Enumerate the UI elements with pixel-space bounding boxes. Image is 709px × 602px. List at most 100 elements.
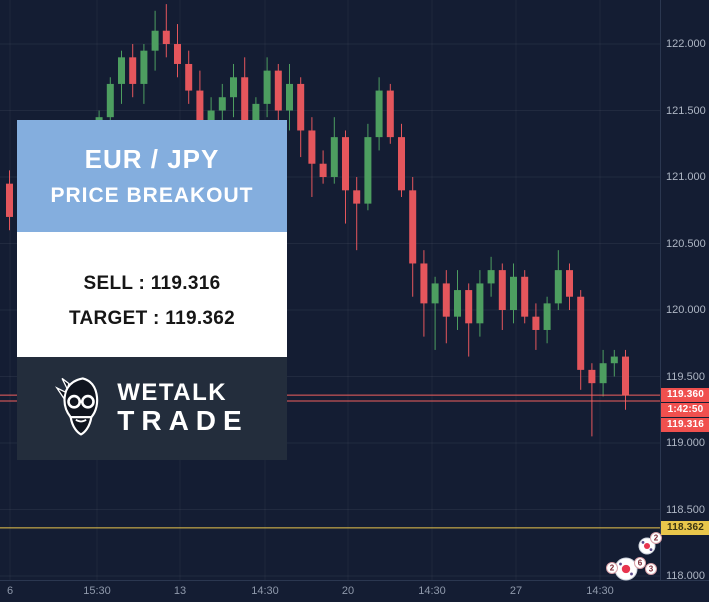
candle-body <box>454 290 461 317</box>
alert-price-tag: 1:42:50 <box>661 403 709 418</box>
candle-body <box>566 270 573 297</box>
candle-body <box>319 163 327 178</box>
candle-body <box>207 110 215 124</box>
candle-body <box>409 190 417 264</box>
price-axis-label: 118.000 <box>666 570 705 583</box>
marker-count-text[interactable]: 2 <box>654 534 659 543</box>
price-axis-label: 118.500 <box>666 503 705 516</box>
candle-body <box>599 363 607 384</box>
time-axis-label: 14:30 <box>586 585 614 597</box>
candle-body <box>297 83 305 131</box>
wetalktrade-logo-icon <box>55 375 107 442</box>
marker-bubble-speck[interactable] <box>641 541 645 544</box>
marker-count-badge[interactable] <box>645 563 657 575</box>
candle-body <box>140 50 148 84</box>
candle-body <box>196 90 204 124</box>
candle-body <box>577 296 585 370</box>
candle-body <box>498 270 506 311</box>
marker-bubble-speck[interactable] <box>619 562 622 566</box>
candle-body <box>532 316 540 330</box>
marker-count-badge[interactable] <box>606 562 618 574</box>
price-axis-label: 119.000 <box>666 437 705 450</box>
candle-body <box>588 369 596 384</box>
candle-body <box>353 190 361 204</box>
marker-count-badge[interactable] <box>650 532 662 544</box>
reaction-markers[interactable]: 2 2 63 <box>590 525 670 585</box>
candle-body <box>342 137 349 191</box>
candle-body <box>230 77 237 98</box>
candle-body <box>218 97 226 111</box>
time-axis-label: 14:30 <box>418 585 446 597</box>
candle-body <box>622 356 629 396</box>
time-axis-label: 15:30 <box>83 585 111 597</box>
marker-count-text[interactable]: 6 <box>638 559 643 568</box>
candle-body <box>521 276 529 317</box>
signal-card-footer: WETALK TRADE <box>17 357 287 460</box>
candle-body <box>174 44 181 64</box>
candle-body <box>476 283 484 324</box>
marker-count-text[interactable]: 2 <box>610 564 615 573</box>
price-axis[interactable]: 122.000 121.500 121.000 120.500 120.000 119.5… <box>660 0 709 583</box>
brand-wordmark: WETALK TRADE <box>117 380 248 436</box>
candle-body <box>386 90 394 138</box>
time-axis-label: 20 <box>341 585 355 597</box>
time-axis[interactable]: 6 15:30 13 14:30 20 14:30 27 14:30 <box>0 580 709 602</box>
target-price-text: TARGET : 119.362 <box>68 308 235 329</box>
alert-price-tag: 119.360 <box>661 388 709 403</box>
candle-body <box>398 137 405 191</box>
candle-body <box>308 130 316 164</box>
candle-body <box>510 276 517 311</box>
time-axis-label: 13 <box>173 585 187 597</box>
candle-wick <box>613 349 615 377</box>
candle-body <box>431 283 439 304</box>
price-axis-label: 120.500 <box>666 237 706 250</box>
marker-count-text[interactable]: 3 <box>649 565 654 574</box>
candle-body <box>375 90 383 138</box>
marker-bubble-speck[interactable] <box>630 572 633 576</box>
candle-body <box>129 57 137 84</box>
candle-body <box>487 270 495 284</box>
candle-body <box>263 70 271 104</box>
candle-body <box>330 137 338 178</box>
sell-price-text: SELL : 119.316 <box>83 273 221 294</box>
signal-subtitle: PRICE BREAKOUT <box>50 184 254 207</box>
time-axis-label: 27 <box>509 585 523 597</box>
candle-body <box>554 270 562 304</box>
candle-body <box>185 63 193 91</box>
candle-body <box>420 263 428 304</box>
candle-body <box>118 57 125 84</box>
price-axis-label: 121.500 <box>666 104 706 117</box>
candle-wick <box>434 276 436 350</box>
marker-bubble-speck[interactable] <box>649 548 653 551</box>
candle-body <box>543 303 551 330</box>
time-axis-label: 6 <box>6 585 14 597</box>
price-axis-label: 120.000 <box>666 304 706 317</box>
alert-price-tag: 119.316 <box>661 418 709 433</box>
candle-body <box>6 183 13 217</box>
brand-line-wetalk: WETALK <box>117 379 228 407</box>
candle-body <box>241 77 249 138</box>
marker-bubble-dot[interactable] <box>621 564 631 574</box>
pair-title: EUR / JPY <box>84 144 220 174</box>
candle-wick <box>591 363 593 437</box>
candle-body <box>274 70 282 111</box>
candle-body <box>465 290 473 324</box>
price-axis-label: 122.000 <box>666 38 706 51</box>
signal-card: EUR / JPY PRICE BREAKOUT SELL : 119.316 … <box>17 120 287 460</box>
time-axis-label: 14:30 <box>251 585 279 597</box>
signal-card-body: SELL : 119.316 TARGET : 119.362 <box>17 232 287 357</box>
candle-body <box>151 30 159 51</box>
candle-body <box>364 137 372 204</box>
price-axis-label: 121.000 <box>666 171 706 184</box>
candle-body <box>162 30 170 45</box>
candle-wick <box>356 177 358 251</box>
support-price-tag: 118.362 <box>661 520 709 535</box>
candle-body <box>610 356 618 364</box>
signal-card-header: EUR / JPY PRICE BREAKOUT <box>17 120 287 232</box>
marker-count-badge[interactable] <box>634 557 646 569</box>
marker-bubble-dot[interactable] <box>643 542 651 550</box>
candle-body <box>106 83 114 118</box>
candle-body <box>286 83 293 111</box>
brand-line-trade: TRADE <box>117 405 249 437</box>
